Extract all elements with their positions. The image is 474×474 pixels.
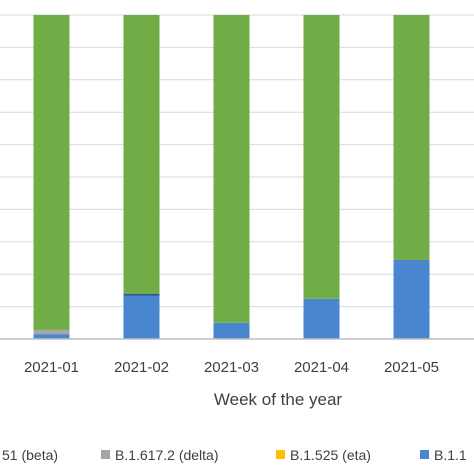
- bar-segment: [123, 295, 160, 339]
- legend-label: B.1.525 (eta): [290, 447, 371, 463]
- legend-label: B.1.1: [434, 447, 467, 463]
- x-tick-label: 2021-05: [384, 359, 439, 376]
- bar-segment: [303, 298, 340, 339]
- bar-stack: [303, 15, 340, 339]
- legend-item: B.1.617.2 (delta): [101, 447, 219, 463]
- bar-segment: [33, 334, 70, 339]
- bar-stack: [123, 15, 160, 339]
- x-tick-label: 2021-01: [24, 359, 79, 376]
- legend-item: B.1.525 (eta): [276, 447, 371, 463]
- legend-swatch: [101, 450, 110, 459]
- bar-stack: [393, 15, 430, 339]
- bar-stacks: [33, 15, 430, 339]
- bar-segment: [213, 15, 250, 323]
- x-tick-label: 2021-04: [294, 359, 349, 376]
- bar-stack: [213, 15, 250, 339]
- bar-segment: [393, 15, 430, 260]
- x-axis-title: Week of the year: [214, 390, 343, 409]
- bar-segment: [213, 322, 250, 339]
- bar-segment: [123, 15, 160, 294]
- x-tick-label: 2021-03: [204, 359, 259, 376]
- legend: 51 (beta) B.1.617.2 (delta) B.1.525 (eta) B…: [2, 447, 467, 463]
- bar-segment: [33, 15, 70, 330]
- x-tick-label: 2021-02: [114, 359, 169, 376]
- bar-stack: [33, 15, 70, 339]
- legend-item: 51 (beta): [2, 447, 58, 463]
- bar-segment: [303, 15, 340, 299]
- bar-segment: [393, 259, 430, 339]
- legend-item: B.1.1: [420, 447, 467, 463]
- legend-swatch: [420, 450, 429, 459]
- bar-segment: [33, 329, 70, 335]
- legend-label: 51 (beta): [2, 447, 58, 463]
- legend-label: B.1.617.2 (delta): [115, 447, 219, 463]
- legend-swatch: [276, 450, 285, 459]
- bar-segment: [123, 293, 160, 296]
